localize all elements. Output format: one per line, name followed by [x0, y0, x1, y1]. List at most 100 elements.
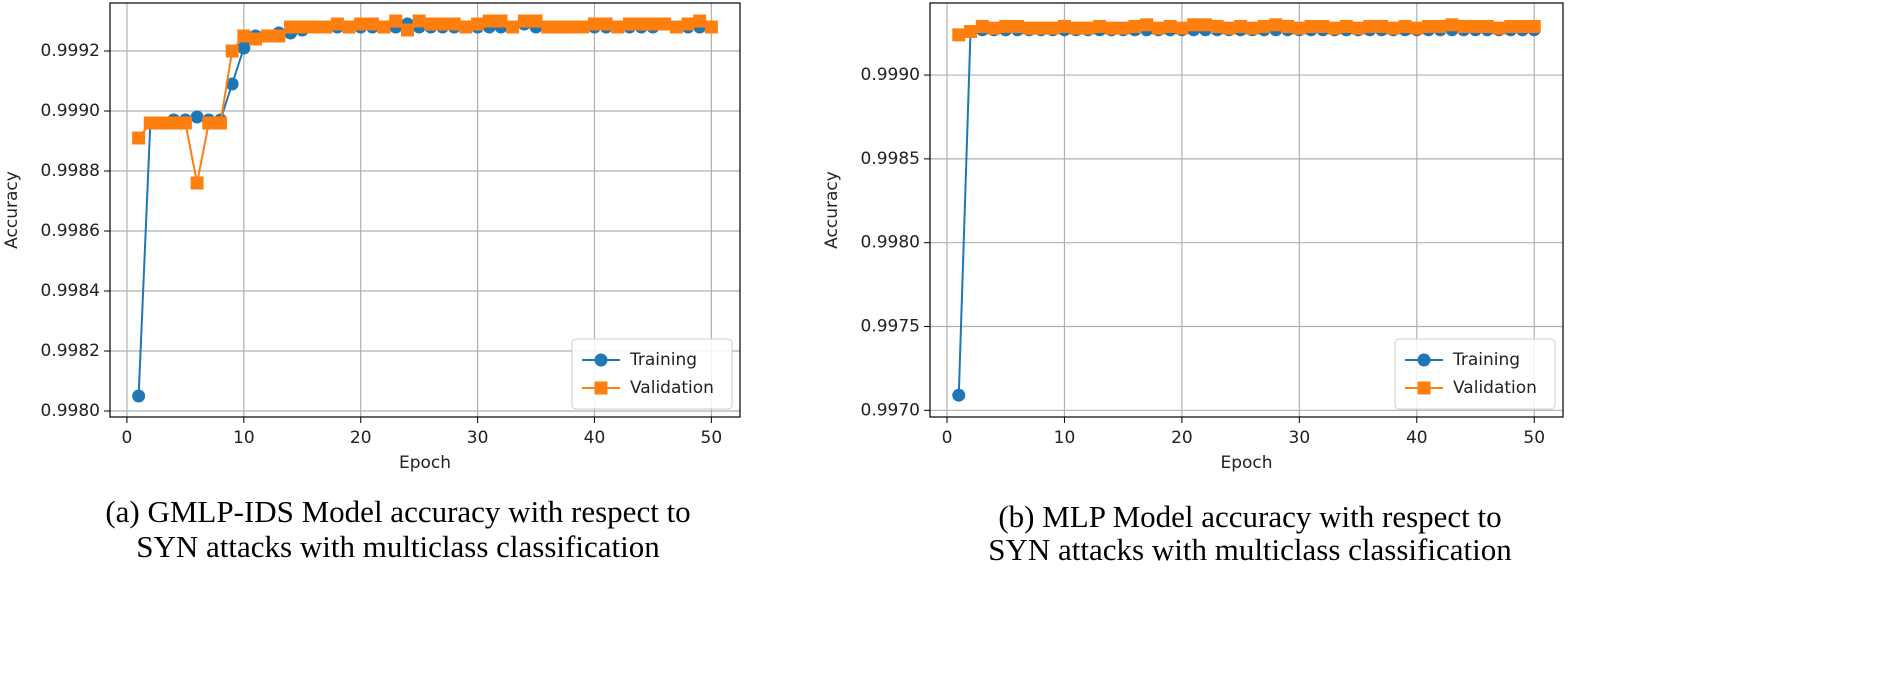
y-tick-label: 0.9986: [41, 221, 100, 241]
marker: [307, 20, 321, 34]
x-tick-label: 40: [584, 428, 606, 448]
marker: [623, 17, 637, 31]
marker: [1386, 21, 1400, 35]
marker: [1504, 19, 1518, 33]
x-tick-label: 0: [122, 428, 133, 448]
marker: [587, 17, 601, 31]
marker: [1198, 18, 1212, 32]
marker: [202, 116, 216, 130]
marker: [1316, 19, 1330, 33]
marker: [1034, 21, 1048, 35]
marker: [365, 17, 379, 31]
legend-marker: [1417, 381, 1431, 395]
caption: SYN attacks with multiclass classificati…: [988, 532, 1512, 567]
marker: [1104, 21, 1118, 35]
marker: [155, 116, 169, 130]
y-axis-label: Accuracy: [822, 171, 842, 249]
marker: [576, 20, 590, 34]
marker: [272, 29, 286, 43]
marker: [1022, 21, 1036, 35]
marker: [1163, 19, 1177, 33]
marker: [1116, 21, 1130, 35]
marker: [237, 41, 251, 55]
marker: [225, 77, 239, 91]
legend-label: Validation: [1453, 378, 1537, 398]
marker: [1151, 21, 1165, 35]
marker: [436, 17, 450, 31]
marker: [1492, 21, 1506, 35]
marker: [225, 44, 239, 58]
caption: SYN attacks with multiclass classificati…: [136, 529, 660, 564]
marker: [459, 20, 473, 34]
marker: [249, 32, 263, 46]
marker: [599, 17, 613, 31]
marker: [1422, 19, 1436, 33]
marker: [1234, 19, 1248, 33]
caption: (a) GMLP-IDS Model accuracy with respect…: [105, 494, 690, 529]
marker: [1257, 19, 1271, 33]
x-tick-label: 20: [1171, 428, 1193, 448]
marker: [295, 20, 309, 34]
marker: [494, 14, 508, 28]
marker: [529, 14, 543, 28]
marker: [1445, 18, 1459, 32]
marker: [1363, 19, 1377, 33]
marker: [1480, 19, 1494, 33]
marker: [1210, 19, 1224, 33]
marker: [190, 176, 204, 190]
marker: [952, 388, 966, 402]
marker: [964, 24, 978, 38]
marker: [213, 116, 227, 130]
marker: [975, 19, 989, 33]
marker: [1339, 19, 1353, 33]
marker: [1281, 19, 1295, 33]
marker: [1351, 21, 1365, 35]
marker: [1069, 21, 1083, 35]
marker: [564, 20, 578, 34]
x-tick-label: 20: [350, 428, 372, 448]
marker: [132, 389, 146, 403]
marker: [1304, 19, 1318, 33]
x-tick-label: 40: [1406, 428, 1428, 448]
x-tick-label: 10: [1054, 428, 1076, 448]
marker: [284, 20, 298, 34]
marker: [1175, 21, 1189, 35]
marker: [611, 20, 625, 34]
marker: [1187, 18, 1201, 32]
legend-label: Validation: [630, 378, 714, 398]
marker: [1140, 18, 1154, 32]
marker: [552, 20, 566, 34]
x-tick-label: 10: [233, 428, 255, 448]
marker: [178, 116, 192, 130]
x-tick-label: 50: [1523, 428, 1545, 448]
marker: [681, 17, 695, 31]
marker: [634, 17, 648, 31]
marker: [1222, 21, 1236, 35]
marker: [190, 110, 204, 124]
y-tick-label: 0.9975: [861, 316, 920, 336]
marker: [693, 14, 707, 28]
marker: [1515, 19, 1529, 33]
y-tick-label: 0.9990: [861, 65, 920, 85]
marker: [330, 17, 344, 31]
axes-frame: [109, 2, 741, 418]
caption: (b) MLP Model accuracy with respect to: [998, 499, 1501, 534]
marker: [1010, 19, 1024, 33]
legend-box: [1394, 338, 1556, 410]
marker: [669, 20, 683, 34]
marker: [704, 20, 718, 34]
x-tick-label: 50: [701, 428, 723, 448]
marker: [342, 20, 356, 34]
y-tick-label: 0.9988: [41, 161, 100, 181]
y-tick-label: 0.9990: [41, 101, 100, 121]
x-axis-label: Epoch: [399, 453, 451, 473]
marker: [237, 29, 251, 43]
x-tick-label: 0: [942, 428, 953, 448]
y-tick-label: 0.9970: [861, 400, 920, 420]
x-tick-label: 30: [467, 428, 489, 448]
marker: [482, 14, 496, 28]
y-tick-label: 0.9980: [861, 233, 920, 253]
marker: [319, 20, 333, 34]
marker: [260, 29, 274, 43]
